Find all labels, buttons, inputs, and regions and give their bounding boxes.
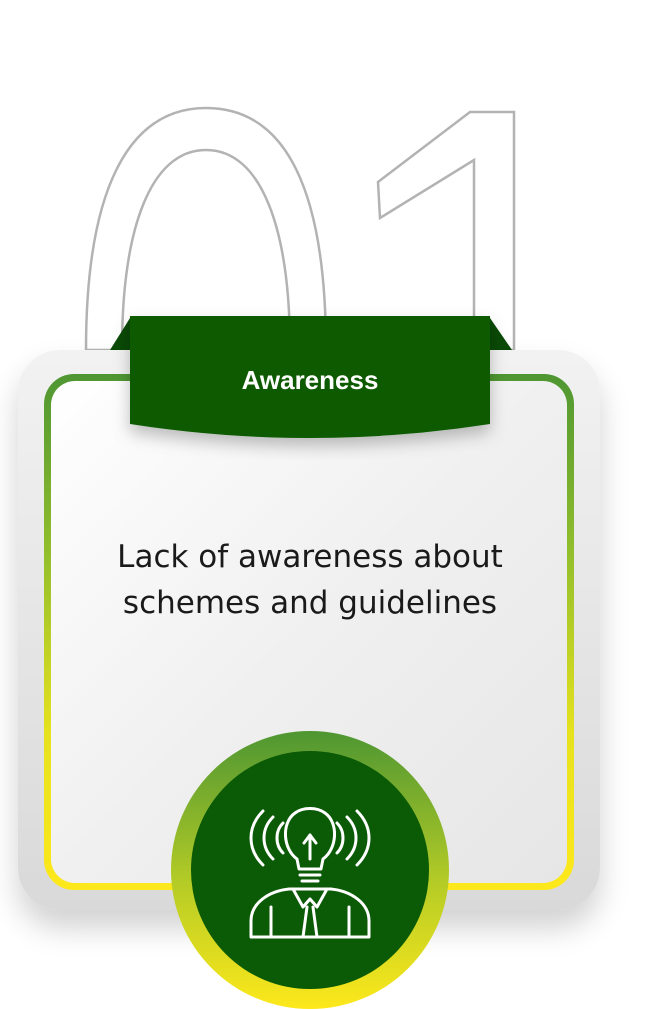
step-title: Awareness <box>241 365 379 395</box>
step-description: Lack of awareness about schemes and guid… <box>117 539 503 621</box>
idea-person-broadcast-icon <box>171 731 449 1009</box>
title-ribbon <box>110 316 512 438</box>
